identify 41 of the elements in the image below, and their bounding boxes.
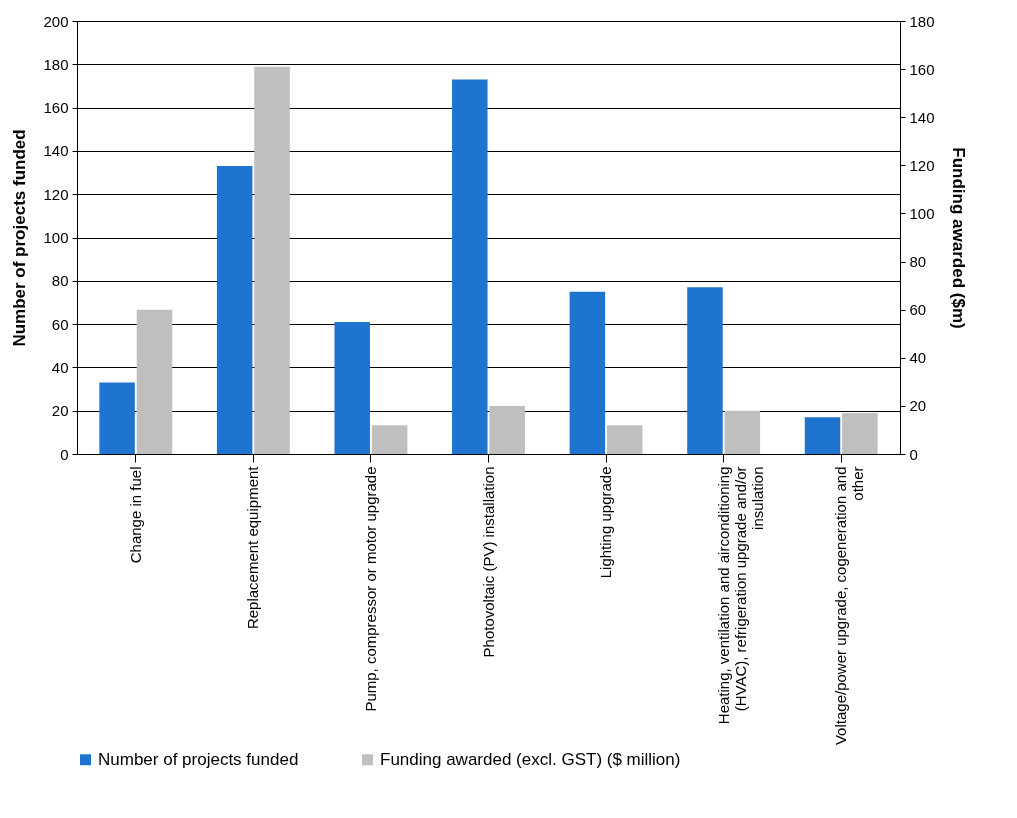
y-tick-label: 160 [43,99,69,117]
y2-tick-label: 80 [909,253,927,271]
y-tick-label: 0 [60,445,69,463]
bar [334,321,370,454]
x-tick-label: Photovoltaic (PV) installation [479,466,497,658]
y-tick-label: 200 [43,12,69,30]
y-tick-label: 60 [51,315,69,333]
x-tick-label: Pump, compressor or motor upgrade [361,466,379,712]
bar [687,287,723,454]
y-tick-label: 100 [43,229,69,246]
bar [489,405,525,454]
y-tick-label: 80 [51,272,69,290]
y-tick-label: 180 [43,55,69,73]
x-tick-label: Heating, ventilation and airconditioning (HVAC), refrigeration upgrade and/or insulation [714,466,766,725]
bar [724,410,761,454]
legend-label: Funding awarded (excl. GST) ($ million) [380,749,681,769]
y2-axis-title: Funding awarded ($m) [948,147,968,329]
y2-tick-label: 40 [909,349,927,367]
x-tick-label: Change in fuel [126,466,144,564]
legend-label: Number of projects funded [98,749,299,769]
y2-tick-label: 20 [909,397,927,415]
bar [452,79,488,454]
y2-tick-label: 100 [909,204,935,222]
y2-tick-label: 140 [909,108,935,126]
bar [607,425,643,454]
y2-tick-label: 60 [909,301,927,319]
y2-tick-label: 0 [909,445,918,463]
y-tick-label: 20 [51,402,69,420]
x-tick-label: Voltage/power upgrade, cogeneration and other [832,466,867,746]
y2-tick-label: 120 [909,156,935,174]
y-tick-label: 40 [51,358,69,376]
y-tick-label: 140 [43,142,69,160]
y-tick-label: 120 [43,185,69,203]
x-tick-label: Replacement equipment [244,465,262,630]
bar [371,425,408,454]
bar [136,309,173,454]
bar [569,291,606,454]
y-axis-title: Number of projects funded [10,129,30,347]
y2-tick-label: 160 [909,60,935,78]
x-tick-label: Lighting upgrade [597,466,615,579]
y2-tick-label: 180 [909,12,935,30]
